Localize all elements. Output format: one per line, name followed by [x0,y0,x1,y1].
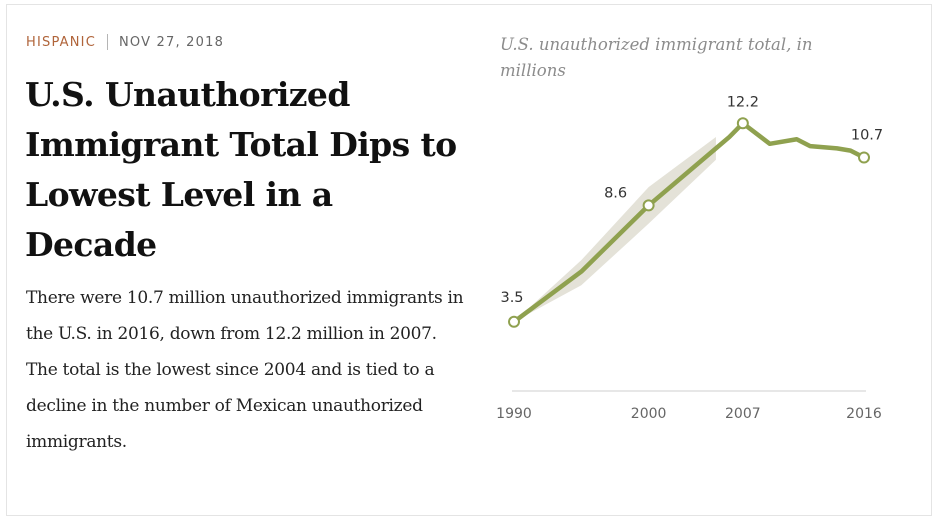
point-marker-1990 [509,317,519,327]
point-marker-2000 [644,200,654,210]
data-label-2016: 10.7 [851,127,883,143]
point-marker-2007 [738,118,748,128]
data-label-layer: 3.5 8.6 12.2 10.7 [500,94,883,306]
uncertainty-band [514,137,716,322]
point-marker-layer [509,118,869,327]
x-tick-label-2007: 2007 [725,406,761,422]
publish-date: NOV 27, 2018 [119,35,224,50]
data-label-2007: 12.2 [727,94,759,110]
x-tick-label-1990: 1990 [496,406,532,422]
data-label-2000: 8.6 [604,185,627,201]
uncertainty-band-layer [514,137,716,322]
x-tick-label-2016: 2016 [846,406,882,422]
line-chart: 1990 2000 2007 2016 3.5 8.6 12.2 10.7 [470,20,910,440]
article-summary: There were 10.7 million unauthorized imm… [26,280,466,460]
x-axis: 1990 2000 2007 2016 [496,391,882,422]
article-meta: HISPANIC NOV 27, 2018 [26,34,224,50]
topic-link[interactable]: HISPANIC [26,35,96,50]
x-tick-label-2000: 2000 [631,406,667,422]
meta-divider [107,34,108,50]
data-label-1990: 3.5 [500,290,523,306]
article-headline[interactable]: U.S. Unauthorized Immigrant Total Dips t… [25,70,465,270]
point-marker-2016 [859,152,869,162]
